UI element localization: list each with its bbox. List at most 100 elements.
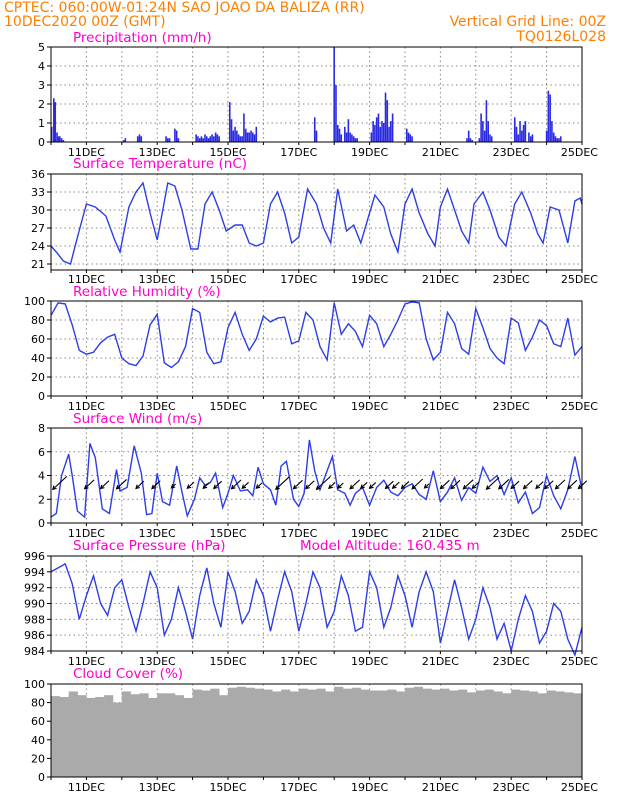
precip-bar [138,134,141,142]
precip-bar [174,128,176,142]
cloud-bar [475,690,485,777]
y-tick-label: 2 [38,493,45,506]
temp-panel: 21 24 27 30 33 36 11DEC 13DEC 15DEC 17DEC 19DEC 21D… [31,168,598,286]
precip-bar [409,134,412,142]
cloud-bar [104,695,114,777]
wind-arrow [535,481,544,490]
y-tick-label: 8 [38,422,45,435]
precip-bar [124,138,127,142]
x-date-label: 17DEC [280,655,317,668]
precip-bar [122,140,125,142]
cloud-bar [413,686,423,777]
y-tick-label: 40 [31,734,45,747]
cloud-bar [59,697,69,777]
cloud-bar [174,695,185,777]
header-grid-note: Vertical Grid Line: 00Z [450,14,606,30]
x-date-label: 23DEC [493,655,530,668]
wind-arrow [328,482,336,490]
cloud-bar [466,692,477,777]
precip-bar [487,121,489,142]
precip-bar [344,126,346,142]
x-date-label: 25DEC [561,781,598,794]
precip-bar [232,130,235,142]
cloud-bar [219,695,229,777]
precip-bar [381,121,383,142]
precip-bar [405,128,408,142]
precip-bar [490,136,493,142]
cloud-title: Cloud Cover (%) [73,666,183,682]
precip-bar [50,126,53,142]
precip-bar [384,92,387,142]
precip-bar [228,102,231,142]
cloud-bar [130,694,140,777]
precip-bar [211,134,213,142]
precip-bar [248,132,251,142]
y-tick-label: 20 [31,752,45,765]
rh-panel: 0 20 40 60 80 100 11DEC 13DEC 15DEC 17DEC 19DEC 21D… [24,295,598,413]
wind-title: Surface Wind (m/s) [73,411,202,427]
x-date-label: 25DEC [561,655,598,668]
precip-bar [347,119,350,142]
plot-frame [50,173,583,271]
wind-arrow [135,480,145,490]
precip-bar [551,121,553,142]
x-date-label: 23DEC [493,273,530,286]
y-tick-label: 5 [38,41,45,54]
y-tick-label: 4 [38,470,45,483]
y-tick-label: 990 [24,598,45,611]
y-tick-label: 0 [38,390,45,403]
y-tick-label: 986 [24,629,45,642]
x-date-label: 23DEC [493,781,530,794]
cloud-bar [201,690,211,777]
precip-bar [214,132,217,142]
y-tick-label: 100 [24,295,45,308]
precip-bar [336,124,339,142]
precip-bar [177,138,180,142]
cloud-bar [86,697,96,777]
precip-bar [205,136,208,142]
cloud-bar [343,688,353,777]
wind-arrow [411,478,424,490]
precip-bar [471,140,474,142]
x-date-label: 11DEC [68,781,105,794]
wind-arrow [554,479,566,490]
cloud-bar [387,689,397,777]
wind-arrow [305,480,315,490]
precip-bar [204,134,206,142]
precip-bar [552,132,555,142]
y-tick-label: 0 [38,517,45,530]
temp-title: Surface Temperature (nC) [73,156,247,172]
cloud-bar [573,693,583,777]
precip-bar [197,136,199,142]
wind-arrow [368,482,377,490]
precip-bar [200,136,203,142]
precip-bar [338,128,341,142]
cloud-bar [369,690,379,777]
wind-arrow [212,480,223,490]
x-date-label: 13DEC [139,781,176,794]
precip-bar [558,138,560,142]
cloud-bar [520,690,530,777]
cloud-bar [77,695,87,777]
precip-bar [372,121,374,142]
precip-bar [517,134,520,142]
cloud-bar [440,688,450,777]
wind-arrow [99,480,110,490]
cloud-bar [422,688,432,777]
pressure-series-line [50,562,583,658]
y-tick-label: 0 [38,136,45,149]
y-tick-label: 40 [31,352,45,365]
precip-bar [313,117,316,142]
precip-bar [480,113,482,142]
x-date-label: 13DEC [139,273,176,286]
precip-bar [519,121,521,142]
precip-bar [167,138,169,142]
y-tick-label: 36 [31,168,45,181]
wind-arrow [439,479,450,490]
precip-bar [230,119,233,142]
x-date-label: 11DEC [68,527,105,540]
precip-bar [60,138,63,142]
y-tick-label: 992 [24,582,45,595]
x-date-label: 23DEC [493,146,530,159]
